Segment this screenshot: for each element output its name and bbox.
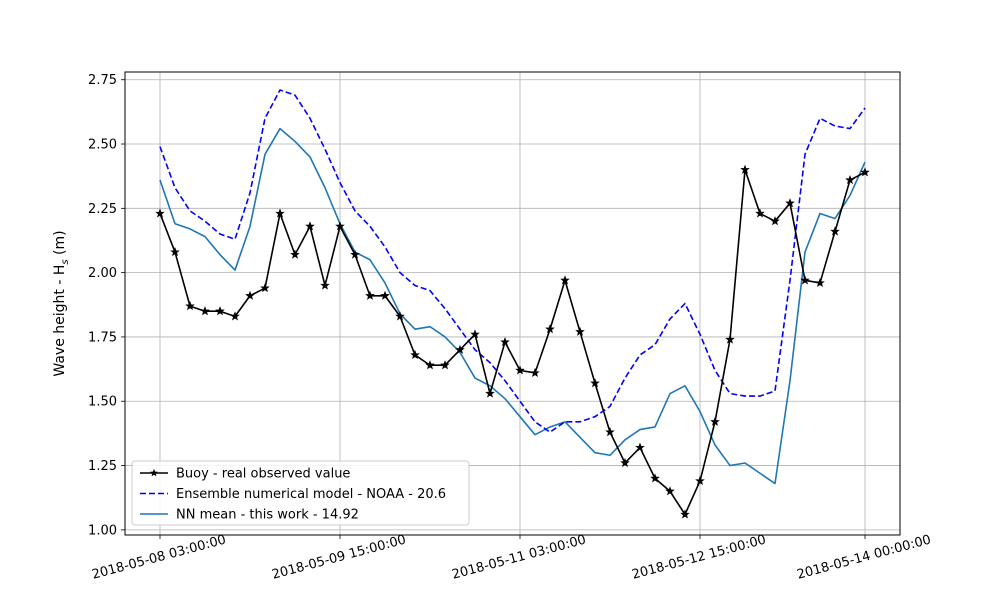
x-tick-label: 2018-05-09 15:00:00: [270, 533, 407, 583]
series-0-point: [815, 277, 825, 288]
y-tick-label: 2.00: [88, 266, 117, 281]
series-0-point: [320, 280, 330, 290]
legend-box: [131, 460, 470, 526]
y-tick-label: 1.25: [88, 459, 117, 474]
series-0-point: [335, 221, 345, 231]
series-0-point: [770, 216, 780, 226]
series-0-point: [215, 306, 225, 316]
x-axis-ticks: 2018-05-08 03:00:00 2018-05-09 15:00:00 20…: [90, 533, 932, 583]
legend: Buoy - real observed value Ensemble numer…: [131, 460, 470, 526]
series-0-point: [635, 442, 645, 452]
x-tick-label: 2018-05-14 00:00:00: [795, 533, 932, 583]
series-0-point: [785, 198, 795, 208]
series-0-point: [230, 311, 240, 321]
x-tick-label: 2018-05-11 03:00:00: [450, 533, 587, 583]
series-0-point: [620, 457, 630, 468]
series-0-point: [350, 249, 360, 259]
series-0-point: [200, 306, 210, 316]
series-0-point: [605, 427, 615, 437]
series-0-point: [260, 283, 270, 293]
series-0-point: [575, 326, 585, 336]
legend-label-0: Buoy - real observed value: [176, 467, 350, 482]
legend-label-2: NN mean - this work - 14.92: [176, 508, 359, 523]
series-0-point: [800, 275, 810, 285]
y-tick-label: 2.50: [88, 138, 117, 153]
series-0-point: [275, 208, 285, 218]
series-0-point: [530, 367, 540, 378]
legend-label-1: Ensemble numerical model - NOAA - 20.6: [176, 487, 446, 502]
plot-area-frame: [124, 71, 901, 536]
series-0-point: [830, 226, 840, 236]
series-layer: [155, 89, 870, 519]
series-0-point: [515, 365, 525, 375]
y-tick-label: 2.75: [88, 73, 117, 88]
series-0-point: [305, 221, 315, 231]
series-0-point: [725, 334, 735, 344]
series-0-point: [545, 324, 555, 334]
series-0-point: [365, 290, 375, 300]
series-line-2: [159, 127, 866, 485]
y-axis-label: Wave height - Hs (m): [52, 230, 71, 376]
series-0-point: [695, 475, 705, 486]
y-tick-label: 1.00: [88, 523, 117, 538]
series-line-0: [159, 168, 866, 516]
legend-marker-0: [150, 468, 158, 477]
series-0-point: [395, 311, 405, 321]
series-0-point: [665, 486, 675, 496]
series-0-point: [755, 208, 765, 218]
series-0-point: [590, 378, 600, 388]
series-0-point: [500, 337, 510, 347]
series-0-point: [185, 301, 195, 311]
x-tick-label: 2018-05-12 15:00:00: [630, 533, 767, 583]
series-0-point: [245, 290, 255, 300]
series-0-point: [410, 349, 420, 360]
y-tick-label: 2.25: [88, 202, 117, 217]
series-0-point: [650, 473, 660, 483]
series-0-point: [425, 360, 435, 370]
y-tick-label: 1.50: [88, 395, 117, 410]
series-line-1: [159, 89, 866, 433]
series-0-point: [860, 167, 870, 177]
series-0-point: [170, 247, 180, 257]
x-tick-label: 2018-05-08 03:00:00: [90, 533, 227, 583]
series-0-point: [680, 509, 690, 519]
series-0-point: [380, 290, 390, 300]
series-0-point: [455, 344, 465, 354]
series-0-point: [470, 329, 480, 339]
series-0-point: [845, 174, 855, 185]
series-0-point: [440, 360, 450, 370]
series-0-point: [560, 275, 570, 285]
y-axis-ticks: 1.00 1.25 1.50 1.75 2.00 2.25 2.50 2.75: [88, 73, 125, 538]
series-0-point: [485, 388, 495, 398]
y-tick-label: 1.75: [88, 330, 117, 345]
series-0-point: [155, 208, 165, 218]
series-0-point: [290, 249, 300, 259]
series-0-point: [710, 416, 720, 426]
series-0-point: [740, 164, 750, 174]
